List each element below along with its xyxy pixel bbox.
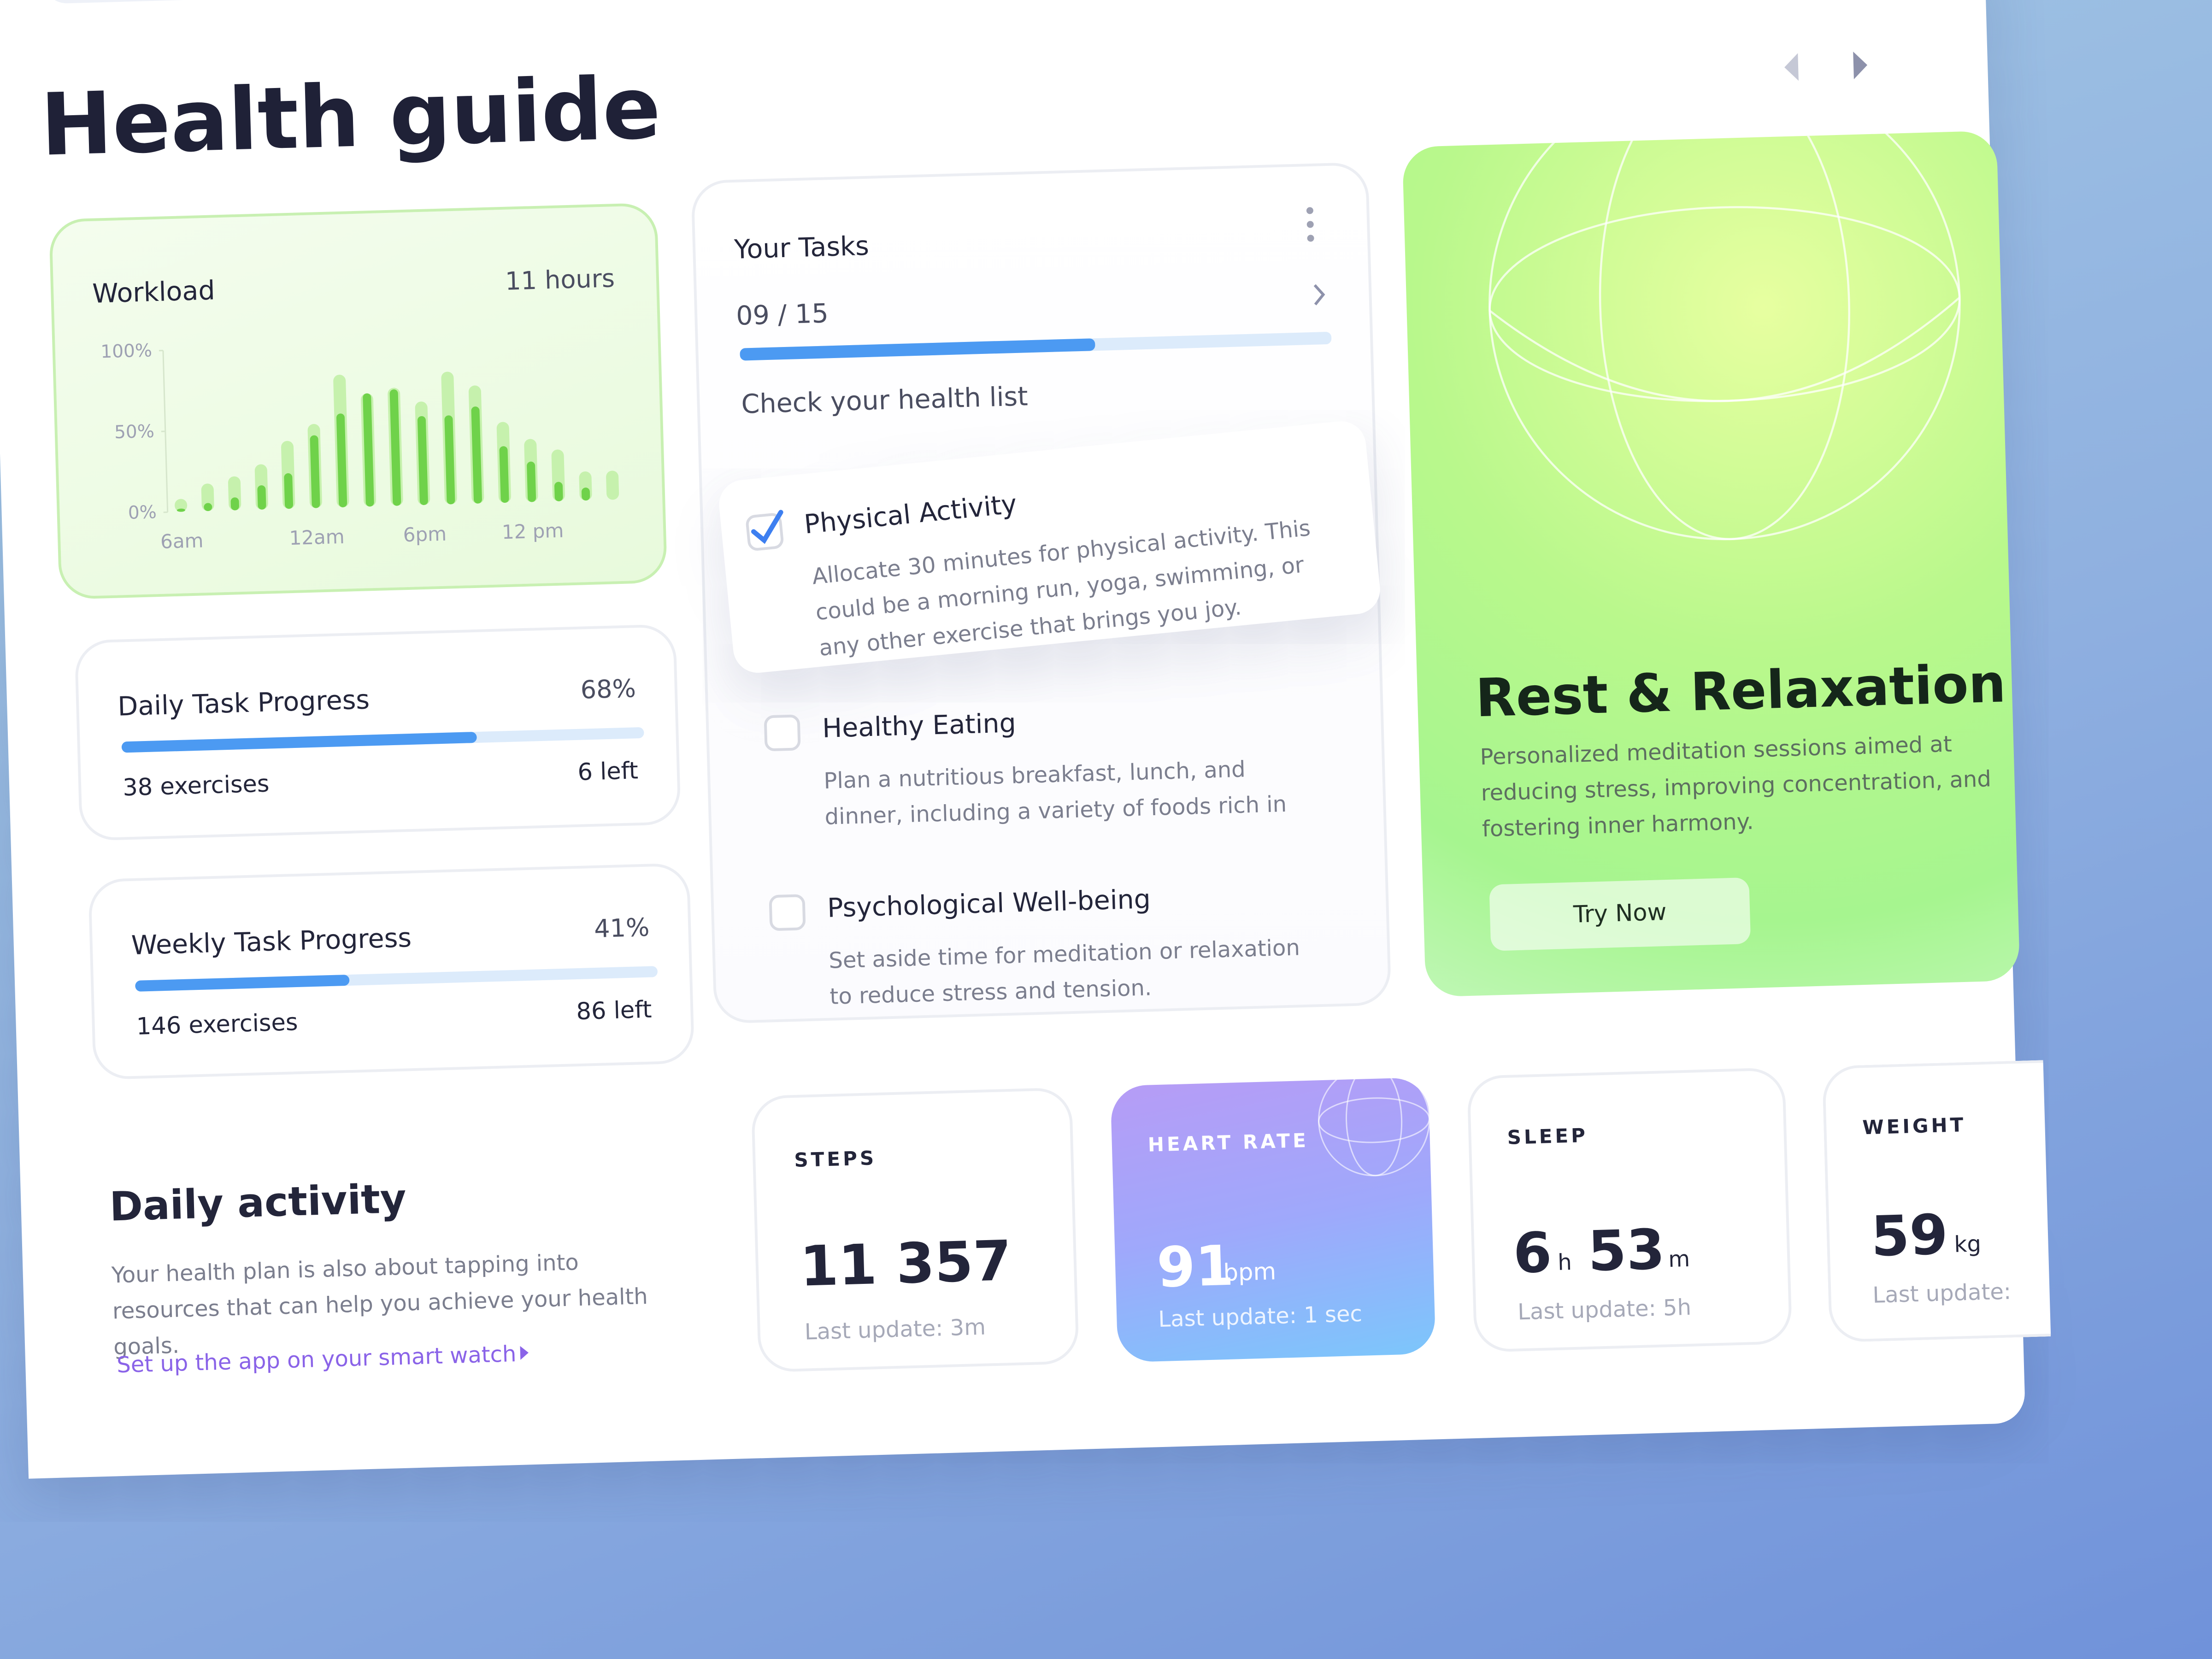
sleep-hours: 6: [1512, 1222, 1553, 1287]
card-text: Personalized meditation sessions aimed a…: [1479, 730, 1992, 842]
task-item: Psychological Well-being Set aside time f…: [754, 843, 1353, 1053]
bar: [284, 473, 293, 509]
card-title: Your Tasks: [734, 231, 870, 265]
workload-card: Workload 11 hours 0% 50% 100% 6am 12am 6pm 12 …: [48, 202, 668, 600]
bar: [417, 416, 428, 505]
heart-rate-card: HEART RATE 91 bpm Last update: 1 sec: [1110, 1077, 1436, 1363]
y-tick-label: 100%: [100, 340, 153, 362]
checkbox[interactable]: [745, 510, 785, 552]
bar: [527, 461, 536, 502]
menu-dots[interactable]: [1303, 205, 1318, 247]
exercises: 146 exercises: [136, 1009, 299, 1041]
y-tick-label: 0%: [128, 502, 157, 524]
steps-card: STEPS 11 357 Last update: 3m: [751, 1087, 1080, 1373]
bar: [257, 485, 266, 510]
try-now-button[interactable]: Try Now: [1489, 877, 1751, 951]
card-title: Rest & Relaxation: [1475, 653, 2007, 729]
bar: [336, 413, 347, 507]
left: 86 left: [576, 996, 653, 1027]
rest-card: Rest & Relaxation Personalized meditatio…: [1402, 130, 2020, 997]
daily-progress-card: Daily Task Progress 68% 38 exercises 6 l…: [74, 624, 682, 841]
weekly-progress-card: Weekly Task Progress 41% 146 exercises 8…: [88, 863, 695, 1080]
bar: [554, 482, 563, 501]
progress-track: [121, 727, 644, 753]
percent: 41%: [594, 913, 650, 944]
page-title: Health guide: [39, 57, 662, 176]
weight-card: WEIGHT 59 kg Last update:: [1822, 1060, 2051, 1343]
decor-globe: [1488, 130, 1961, 541]
metric-update: Last update: 1 sec: [1158, 1300, 1363, 1333]
check-mark: [751, 510, 783, 544]
metric-unit: kg: [1953, 1230, 1982, 1258]
tasks-track: [740, 331, 1332, 361]
task-item: Healthy Eating Plan a nutritious breakfas…: [749, 663, 1348, 873]
tasks-card: Your Tasks 09 / 15 Check your health lis…: [691, 162, 1392, 1024]
bar: [389, 389, 401, 506]
x-tick-label: 6pm: [403, 523, 447, 547]
bar: [175, 499, 188, 512]
card-title: Weekly Task Progress: [131, 923, 412, 962]
y-tick-label: 50%: [114, 421, 155, 443]
task-list: Physical Activity Allocate 30 minutes for…: [694, 165, 1382, 1010]
task-count: 09 / 15: [735, 299, 829, 332]
metric-update: Last update: 5h: [1517, 1294, 1692, 1325]
metric-value: 11 357: [799, 1230, 1013, 1300]
metric-update: Last update:: [1872, 1278, 2012, 1308]
task-title: Psychological Well-being: [827, 884, 1151, 924]
bar: [310, 435, 320, 508]
bar: [581, 488, 590, 501]
metric-label: HEART RATE: [1147, 1130, 1309, 1157]
chevron[interactable]: [1311, 282, 1328, 307]
search-bar: [41, 0, 568, 4]
checkbox[interactable]: [764, 714, 801, 752]
metric-label: STEPS: [794, 1148, 877, 1173]
card-title: Daily Task Progress: [117, 685, 370, 723]
checkbox[interactable]: [769, 894, 806, 931]
x-tick-label: 12am: [289, 525, 345, 549]
progress-track: [135, 966, 658, 992]
dashboard-panel: Health guide Workload 11 hours 0% 50% 100%…: [39, 0, 2051, 1378]
percent: 68%: [580, 675, 636, 706]
link-arrow: [520, 1346, 529, 1360]
minutes-unit: m: [1668, 1245, 1690, 1273]
task-text: Set aside time for meditation or relaxat…: [828, 934, 1300, 1010]
task-item: Physical Activity Allocate 30 minutes for…: [717, 419, 1382, 675]
sleep-minutes: 53: [1587, 1218, 1666, 1285]
bar: [363, 393, 374, 507]
metric-unit: bpm: [1223, 1258, 1277, 1288]
decor-lines: [1318, 1077, 1430, 1177]
task-title: Physical Activity: [803, 489, 1018, 541]
metric-label: SLEEP: [1507, 1125, 1588, 1150]
sleep-card: SLEEP 6 h 53 m Last update: 5h: [1466, 1067, 1793, 1353]
bar: [499, 446, 509, 503]
section-title: Daily activity: [109, 1175, 407, 1230]
bar: [176, 508, 185, 512]
metric-value: 59: [1870, 1204, 1949, 1270]
task-title: Healthy Eating: [822, 708, 1017, 744]
subtitle: Check your health list: [741, 382, 1029, 420]
metric-label: WEIGHT: [1862, 1115, 1967, 1140]
metric-update: Last update: 3m: [804, 1313, 986, 1345]
bar: [230, 497, 239, 511]
x-tick-label: 6am: [160, 529, 204, 553]
bar: [471, 406, 482, 504]
left: 6 left: [577, 758, 639, 787]
progress-bar: [135, 974, 350, 992]
carousel-arrows[interactable]: [1773, 44, 1884, 88]
task-text: Plan a nutritious breakfast, lunch, and …: [823, 756, 1287, 830]
bar: [606, 471, 619, 500]
x-tick-label: 12 pm: [501, 519, 564, 544]
tasks-bar: [740, 338, 1095, 361]
progress-bar: [121, 731, 477, 753]
workload-chart: 0% 50% 100% 6am 12am 6pm 12 pm: [100, 340, 619, 553]
exercises: 38 exercises: [122, 771, 270, 803]
bar: [204, 503, 212, 512]
bar: [444, 415, 455, 505]
hours-unit: h: [1557, 1249, 1572, 1276]
